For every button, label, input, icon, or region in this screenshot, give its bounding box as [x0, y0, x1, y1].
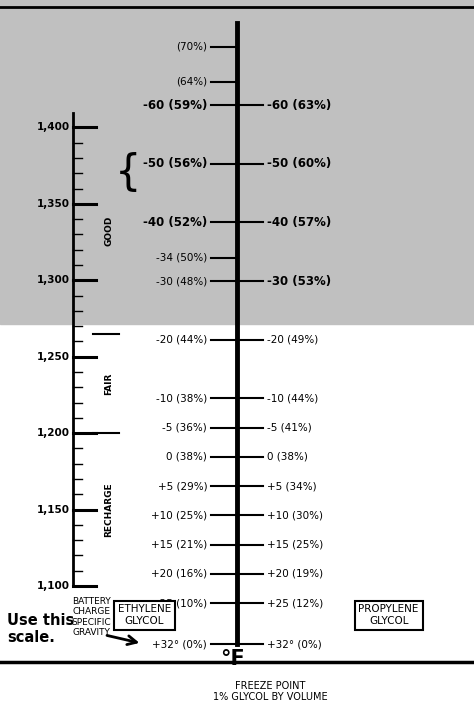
Text: -10 (38%): -10 (38%) [156, 393, 207, 403]
Text: FREEZE POINT
1% GLYCOL BY VOLUME: FREEZE POINT 1% GLYCOL BY VOLUME [213, 681, 328, 703]
Text: -40 (57%): -40 (57%) [267, 216, 331, 229]
Text: +25 (12%): +25 (12%) [267, 598, 323, 609]
Text: 1,400: 1,400 [36, 122, 70, 132]
Text: FAIR: FAIR [105, 372, 113, 395]
Text: (70%): (70%) [176, 41, 207, 52]
Text: +32° (0%): +32° (0%) [267, 639, 322, 649]
Text: 1,200: 1,200 [36, 428, 70, 438]
Text: RECHARGE: RECHARGE [105, 482, 113, 537]
Text: 1,150: 1,150 [36, 505, 70, 515]
Text: -20 (49%): -20 (49%) [267, 335, 318, 344]
Text: -30 (53%): -30 (53%) [267, 274, 331, 288]
Text: 0 (38%): 0 (38%) [166, 452, 207, 462]
Text: -20 (44%): -20 (44%) [156, 335, 207, 344]
Text: +15 (25%): +15 (25%) [267, 539, 323, 550]
Text: 1,100: 1,100 [36, 581, 70, 591]
Text: +25 (10%): +25 (10%) [151, 598, 207, 609]
Text: -50 (56%): -50 (56%) [143, 157, 207, 170]
Text: -30 (48%): -30 (48%) [156, 276, 207, 286]
Text: +32° (0%): +32° (0%) [152, 639, 207, 649]
Text: 1,250: 1,250 [36, 352, 70, 362]
Text: +5 (34%): +5 (34%) [267, 481, 317, 491]
Text: ETHYLENE
GLYCOL: ETHYLENE GLYCOL [118, 604, 171, 626]
Text: +5 (29%): +5 (29%) [157, 481, 207, 491]
Text: -40 (52%): -40 (52%) [143, 216, 207, 229]
Text: °F: °F [220, 649, 245, 669]
Text: -5 (41%): -5 (41%) [267, 422, 311, 432]
Text: +10 (25%): +10 (25%) [151, 510, 207, 521]
Text: +20 (16%): +20 (16%) [151, 569, 207, 579]
Text: GOOD: GOOD [105, 215, 113, 246]
Text: -60 (63%): -60 (63%) [267, 99, 331, 112]
Text: +20 (19%): +20 (19%) [267, 569, 323, 579]
Text: PROPYLENE
GLYCOL: PROPYLENE GLYCOL [358, 604, 419, 626]
Text: Use this
scale.: Use this scale. [7, 613, 74, 646]
Text: {: { [115, 152, 141, 194]
Text: +10 (30%): +10 (30%) [267, 510, 323, 521]
Text: 1,350: 1,350 [36, 199, 70, 209]
Text: 1,300: 1,300 [36, 275, 70, 285]
Text: -60 (59%): -60 (59%) [143, 99, 207, 112]
Text: 0 (38%): 0 (38%) [267, 452, 308, 462]
Text: -5 (36%): -5 (36%) [163, 422, 207, 432]
Text: BATTERY
CHARGE
SPECIFIC
GRAVITY: BATTERY CHARGE SPECIFIC GRAVITY [72, 597, 111, 637]
Text: -34 (50%): -34 (50%) [156, 253, 207, 263]
Text: (64%): (64%) [176, 77, 207, 87]
Text: -50 (60%): -50 (60%) [267, 157, 331, 170]
Text: +15 (21%): +15 (21%) [151, 539, 207, 550]
Bar [0, 0, 474, 324]
Text: -10 (44%): -10 (44%) [267, 393, 318, 403]
